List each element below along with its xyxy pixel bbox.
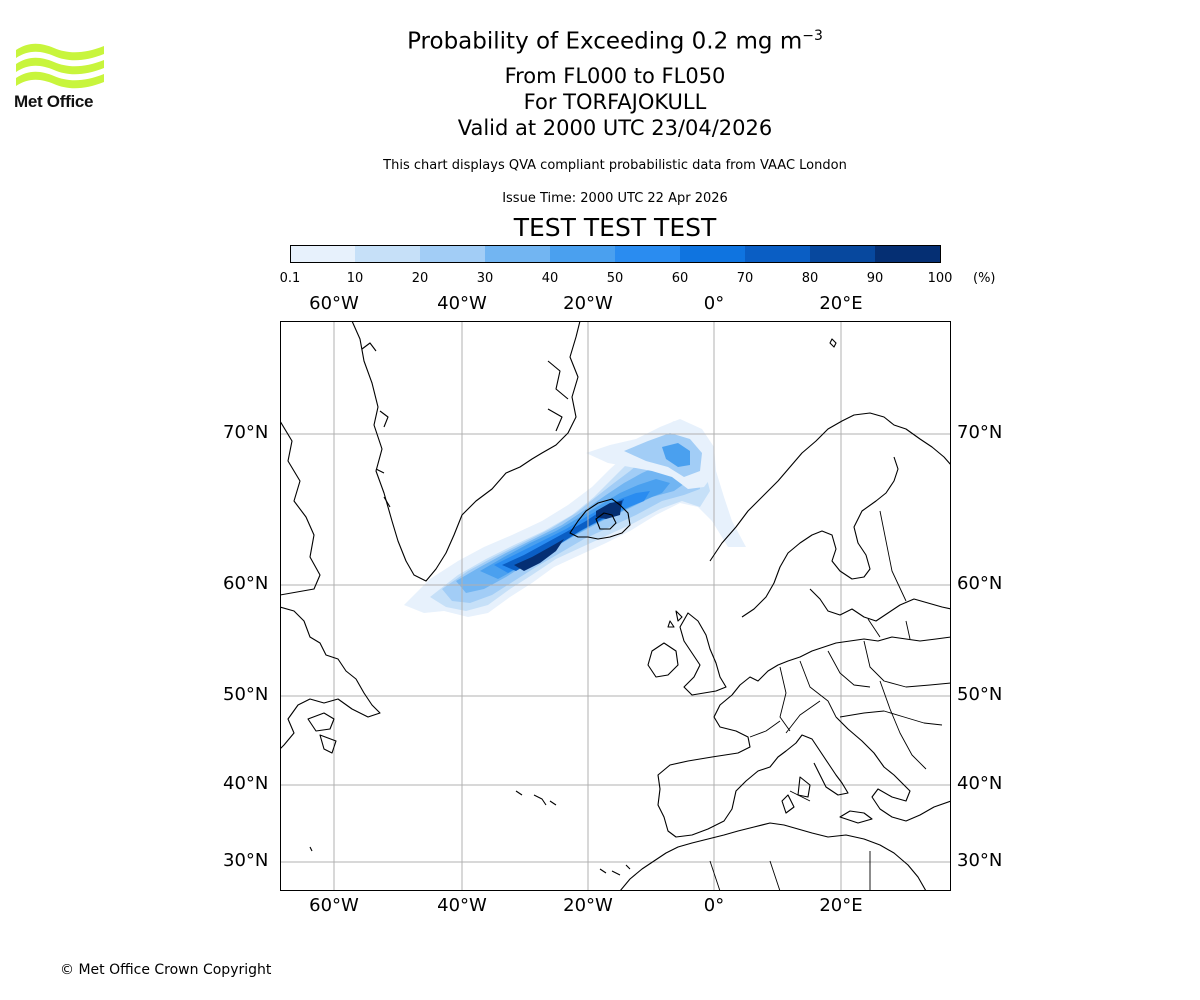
colorbar-bin-3 bbox=[485, 245, 551, 263]
africa-coast bbox=[619, 822, 927, 891]
scandinavia-coast bbox=[709, 412, 951, 562]
colorbar-tick-label: 20 bbox=[411, 271, 429, 286]
colorbar-unit: (%) bbox=[973, 271, 996, 286]
latitude-label: 50°N bbox=[223, 684, 269, 705]
colorbar-tick-label: 30 bbox=[476, 271, 494, 286]
greenland-coast bbox=[351, 321, 581, 582]
colorbar-bin-6 bbox=[680, 245, 746, 263]
colorbar-bin-9 bbox=[875, 245, 941, 263]
plume-contour-7 bbox=[514, 501, 622, 571]
latitude-label: 40°N bbox=[957, 773, 1003, 794]
latitude-label: 30°N bbox=[957, 850, 1003, 871]
longitude-label: 20°W bbox=[563, 895, 613, 916]
canada-coast bbox=[280, 420, 321, 596]
plume-contour-6 bbox=[502, 499, 624, 571]
europe-coast bbox=[731, 636, 951, 696]
issue-time: Issue Time: 2000 UTC 22 Apr 2026 bbox=[502, 191, 728, 206]
longitude-label: 40°W bbox=[437, 293, 487, 314]
flight-level-range: From FL000 to FL050 bbox=[504, 64, 726, 88]
colorbar-bin-4 bbox=[550, 245, 616, 263]
coastlines bbox=[280, 321, 951, 891]
iceland-coast bbox=[569, 498, 631, 540]
latitude-label: 60°N bbox=[223, 573, 269, 594]
colorbar-tick-label: 50 bbox=[606, 271, 624, 286]
plume-lobe-2 bbox=[662, 443, 690, 467]
latitude-label: 60°N bbox=[957, 573, 1003, 594]
longitude-label: 60°W bbox=[309, 293, 359, 314]
latitude-label: 50°N bbox=[957, 684, 1003, 705]
colorbar bbox=[290, 245, 941, 263]
chart-note: This chart displays QVA compliant probab… bbox=[383, 158, 847, 173]
met-office-logo-icon bbox=[16, 43, 104, 89]
longitude-label: 0° bbox=[703, 293, 725, 314]
latitude-label: 70°N bbox=[957, 422, 1003, 443]
colorbar-tick-label: 40 bbox=[541, 271, 559, 286]
colorbar-bin-0 bbox=[290, 245, 356, 263]
longitude-label: 0° bbox=[703, 895, 725, 916]
logo-text: Met Office bbox=[14, 92, 94, 111]
colorbar-bin-2 bbox=[420, 245, 486, 263]
longitude-label: 20°E bbox=[819, 895, 863, 916]
colorbar-tick-label: 10 bbox=[346, 271, 364, 286]
longitude-label: 60°W bbox=[309, 895, 359, 916]
colorbar-bin-5 bbox=[615, 245, 681, 263]
colorbar-bin-1 bbox=[355, 245, 421, 263]
longitude-label: 40°W bbox=[437, 895, 487, 916]
colorbar-bin-7 bbox=[745, 245, 811, 263]
colorbar-tick-label: 80 bbox=[801, 271, 819, 286]
copyright: © Met Office Crown Copyright bbox=[60, 962, 272, 978]
valid-time: Valid at 2000 UTC 23/04/2026 bbox=[457, 116, 773, 140]
colorbar-tick-label: 0.1 bbox=[279, 271, 301, 286]
ash-probability-plume bbox=[404, 419, 746, 617]
volcano-name: For TORFAJOKULL bbox=[523, 90, 707, 114]
colorbar-tick-label: 100 bbox=[927, 271, 953, 286]
test-banner: TEST TEST TEST bbox=[513, 213, 717, 242]
latitude-label: 70°N bbox=[223, 422, 269, 443]
british-isles-coast bbox=[679, 612, 727, 696]
longitude-label: 20°E bbox=[819, 293, 863, 314]
longitude-label: 20°W bbox=[563, 293, 613, 314]
chart-title: Probability of Exceeding 0.2 mg m−3 bbox=[407, 28, 823, 55]
map-gridlines bbox=[280, 321, 951, 891]
colorbar-tick-label: 90 bbox=[866, 271, 884, 286]
colorbar-tick-label: 60 bbox=[671, 271, 689, 286]
map-panel[interactable] bbox=[280, 321, 951, 891]
latitude-label: 30°N bbox=[223, 850, 269, 871]
latitude-label: 40°N bbox=[223, 773, 269, 794]
colorbar-bin-8 bbox=[810, 245, 876, 263]
colorbar-tick-label: 70 bbox=[736, 271, 754, 286]
